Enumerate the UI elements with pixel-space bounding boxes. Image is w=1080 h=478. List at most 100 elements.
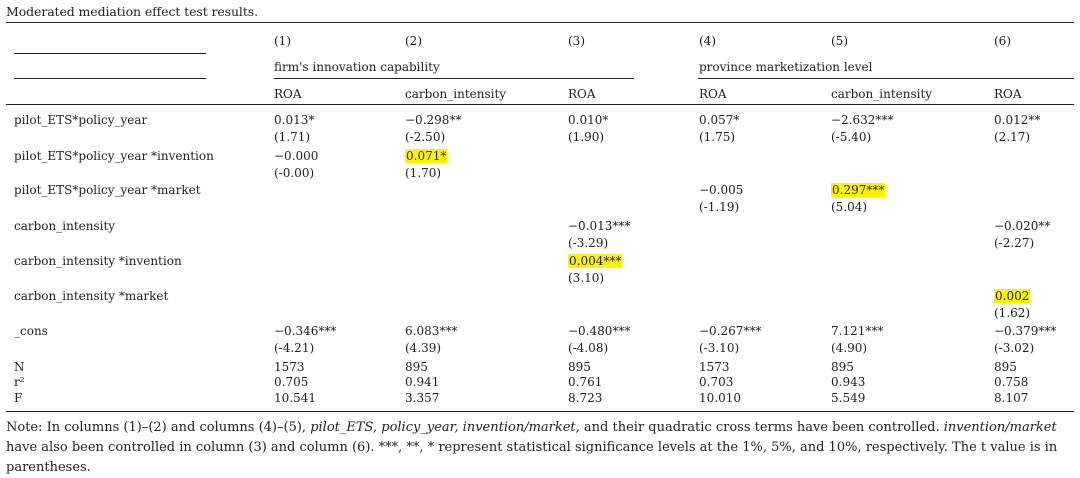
dependent-variable-header: ROA xyxy=(274,87,302,101)
coefficient-cell: −0.379*** xyxy=(994,324,1057,338)
highlighted-value: 0.297*** xyxy=(831,183,886,197)
t-value-cell: (-2.50) xyxy=(405,130,446,144)
highlighted-value: 0.071* xyxy=(405,149,448,163)
stat-value: 5.549 xyxy=(831,391,866,405)
top-rule xyxy=(6,22,1074,23)
stat-value: 0.705 xyxy=(274,375,309,389)
stat-value: 895 xyxy=(994,360,1017,374)
group-rule-innovation xyxy=(274,78,634,79)
column-number: (2) xyxy=(405,34,422,48)
coefficient-cell: −0.000 xyxy=(274,149,319,163)
t-value-cell: (1.75) xyxy=(699,130,736,144)
table-note: Note: In columns (1)–(2) and columns (4)… xyxy=(6,418,1076,478)
t-value-cell: (-4.08) xyxy=(568,341,609,355)
highlighted-value: 0.004*** xyxy=(568,254,623,268)
stat-label: r² xyxy=(14,375,25,389)
stub-rule-2 xyxy=(14,78,206,79)
t-value-cell: (-1.19) xyxy=(699,200,740,214)
stat-label: N xyxy=(14,360,25,374)
stat-value: 0.703 xyxy=(699,375,734,389)
column-number: (6) xyxy=(994,34,1011,48)
stat-value: 10.541 xyxy=(274,391,316,405)
note-part-2: and their quadratic cross terms have bee… xyxy=(579,420,944,435)
coefficient-cell: 7.121*** xyxy=(831,324,884,338)
t-value-cell: (4.39) xyxy=(405,341,442,355)
dependent-variable-header: ROA xyxy=(994,87,1022,101)
column-number: (4) xyxy=(699,34,716,48)
t-value-cell: (3.10) xyxy=(568,271,605,285)
note-italic-vars: pilot_ETS, policy_year, invention/market… xyxy=(310,420,580,435)
t-value-cell: (-3.10) xyxy=(699,341,740,355)
row-label: pilot_ETS*policy_year *market xyxy=(14,183,201,197)
coefficient-cell: −0.480*** xyxy=(568,324,631,338)
row-label: pilot_ETS*policy_year *invention xyxy=(14,149,214,163)
stat-value: 8.107 xyxy=(994,391,1029,405)
t-value-cell: (-3.02) xyxy=(994,341,1035,355)
stat-value: 895 xyxy=(568,360,591,374)
dependent-variable-header: carbon_intensity xyxy=(405,87,507,101)
column-number: (3) xyxy=(568,34,585,48)
t-value-cell: (-5.40) xyxy=(831,130,872,144)
dependent-variable-header: ROA xyxy=(699,87,727,101)
t-value-cell: (1.70) xyxy=(405,166,442,180)
coefficient-cell: 0.010* xyxy=(568,113,609,127)
t-value-cell: (1.90) xyxy=(568,130,605,144)
header-rule xyxy=(6,104,1074,105)
group-rule-market xyxy=(698,78,1074,79)
t-value-cell: (1.71) xyxy=(274,130,311,144)
t-value-cell: (2.17) xyxy=(994,130,1031,144)
t-value-cell: (1.62) xyxy=(994,306,1031,320)
row-label: pilot_ETS*policy_year xyxy=(14,113,148,127)
coefficient-cell: −0.013*** xyxy=(568,219,631,233)
coefficient-cell: −2.632*** xyxy=(831,113,894,127)
stat-label: F xyxy=(14,391,23,405)
row-label: carbon_intensity *market xyxy=(14,289,169,303)
stat-value: 895 xyxy=(831,360,854,374)
note-part-1: Note: In columns (1)–(2) and columns (4)… xyxy=(6,420,311,435)
stat-value: 1573 xyxy=(274,360,305,374)
stub-rule-1 xyxy=(14,53,206,54)
stat-value: 1573 xyxy=(699,360,730,374)
coefficient-cell: −0.020** xyxy=(994,219,1051,233)
t-value-cell: (-3.29) xyxy=(568,236,609,250)
note-italic-moderators: invention/market xyxy=(943,420,1057,435)
bottom-rule xyxy=(6,411,1074,412)
coefficient-cell: −0.298** xyxy=(405,113,462,127)
coefficient-cell: 0.013* xyxy=(274,113,315,127)
coefficient-cell: 0.297*** xyxy=(831,183,886,197)
stat-value: 0.941 xyxy=(405,375,440,389)
note-part-3: have also been controlled in column (3) … xyxy=(6,440,1058,475)
stat-value: 8.723 xyxy=(568,391,603,405)
dependent-variable-header: ROA xyxy=(568,87,596,101)
column-number: (1) xyxy=(274,34,291,48)
coefficient-cell: 0.071* xyxy=(405,149,448,163)
t-value-cell: (4.90) xyxy=(831,341,868,355)
group-header: firm's innovation capability xyxy=(274,60,440,74)
highlighted-value: 0.002 xyxy=(994,289,1031,303)
row-label: carbon_intensity *invention xyxy=(14,254,182,268)
group-header: province marketization level xyxy=(699,60,873,74)
row-label: _cons xyxy=(14,324,48,338)
t-value-cell: (-4.21) xyxy=(274,341,315,355)
table-title: Moderated mediation effect test results. xyxy=(6,4,258,19)
coefficient-cell: 0.002 xyxy=(994,289,1031,303)
stat-value: 3.357 xyxy=(405,391,440,405)
column-number: (5) xyxy=(831,34,848,48)
coefficient-cell: −0.346*** xyxy=(274,324,337,338)
coefficient-cell: −0.005 xyxy=(699,183,744,197)
coefficient-cell: 0.057* xyxy=(699,113,740,127)
dependent-variable-header: carbon_intensity xyxy=(831,87,933,101)
t-value-cell: (-0.00) xyxy=(274,166,315,180)
t-value-cell: (5.04) xyxy=(831,200,868,214)
stat-value: 895 xyxy=(405,360,428,374)
coefficient-cell: 0.012** xyxy=(994,113,1041,127)
stat-value: 0.943 xyxy=(831,375,866,389)
row-label: carbon_intensity xyxy=(14,219,116,233)
stat-value: 0.758 xyxy=(994,375,1029,389)
coefficient-cell: 6.083*** xyxy=(405,324,458,338)
coefficient-cell: −0.267*** xyxy=(699,324,762,338)
t-value-cell: (-2.27) xyxy=(994,236,1035,250)
stat-value: 0.761 xyxy=(568,375,603,389)
coefficient-cell: 0.004*** xyxy=(568,254,623,268)
stat-value: 10.010 xyxy=(699,391,741,405)
